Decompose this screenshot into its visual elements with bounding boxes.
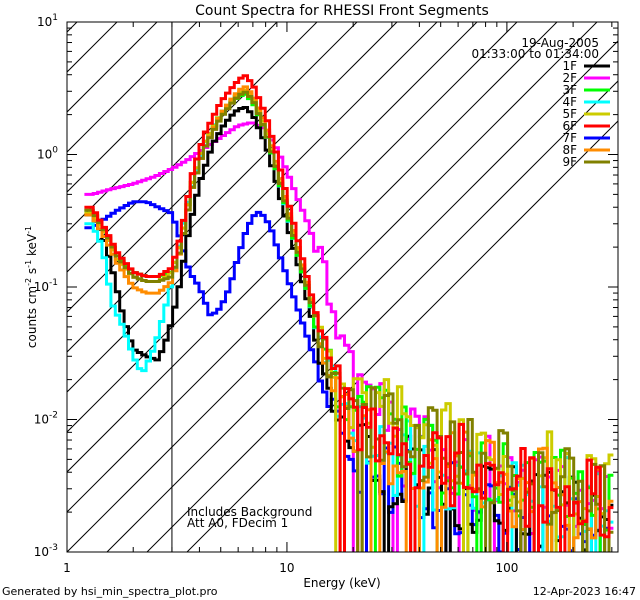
footer-generated-by: Generated by hsi_min_spectra_plot.pro: [2, 585, 218, 598]
legend-label-1f: 1F: [562, 59, 577, 73]
y-tick-label: 100: [37, 146, 58, 162]
hatch-line: [67, 22, 118, 73]
hatch-line: [186, 120, 618, 552]
x-axis-label: Energy (keV): [303, 576, 380, 590]
legend-label-9f: 9F: [562, 155, 577, 169]
chart-title: Count Spectra for RHESSI Front Segments: [195, 3, 489, 19]
hatch-line: [67, 22, 478, 433]
legend-label-8f: 8F: [562, 143, 577, 157]
annotation-attenuator: Att A0, FDecim 1: [187, 516, 288, 530]
legend-label-7f: 7F: [562, 131, 577, 145]
x-tick-label: 100: [495, 561, 518, 575]
hatch-line: [67, 22, 158, 113]
y-tick-label: 101: [37, 13, 58, 29]
x-tick-label: 10: [279, 561, 294, 575]
legend-label-4f: 4F: [562, 95, 577, 109]
legend-label-2f: 2F: [562, 71, 577, 85]
annotation-background: Includes Background: [187, 505, 312, 519]
hatch-line: [67, 22, 518, 473]
legend-label-5f: 5F: [562, 107, 577, 121]
y-tick-label: 10-2: [34, 411, 58, 427]
hatch-line: [67, 22, 238, 193]
axis-ticks: 1 10 100 10-3 10-2 10-1 100 101: [34, 13, 618, 575]
hatch-line: [67, 22, 358, 313]
y-tick-label: 10-3: [34, 543, 58, 559]
footer-date: 12-Apr-2023 16:47: [533, 585, 636, 598]
hatch-line: [67, 22, 438, 393]
hatch-line: [67, 22, 598, 552]
legend-label-6f: 6F: [562, 119, 577, 133]
annotation-time-range: 01:33:00 to 01:34:00: [472, 47, 599, 61]
hatch-line: [146, 80, 618, 552]
hatch-line: [67, 22, 558, 513]
y-tick-label: 10-1: [34, 278, 58, 294]
hatch-line: [67, 22, 318, 273]
annotation-date: 19-Aug-2005: [521, 36, 599, 50]
x-tick-label: 1: [63, 561, 71, 575]
y-axis-label: counts cm-2 s-1 keV-1: [24, 226, 39, 348]
hatch-line: [67, 22, 398, 353]
hatch-line: [106, 40, 618, 552]
hatch-line: [67, 22, 198, 153]
hatched-region: [67, 22, 618, 552]
legend-label-3f: 3F: [562, 83, 577, 97]
series-layer: [84, 74, 614, 552]
series-line-6f: [84, 74, 614, 552]
hatch-line: [67, 22, 278, 233]
